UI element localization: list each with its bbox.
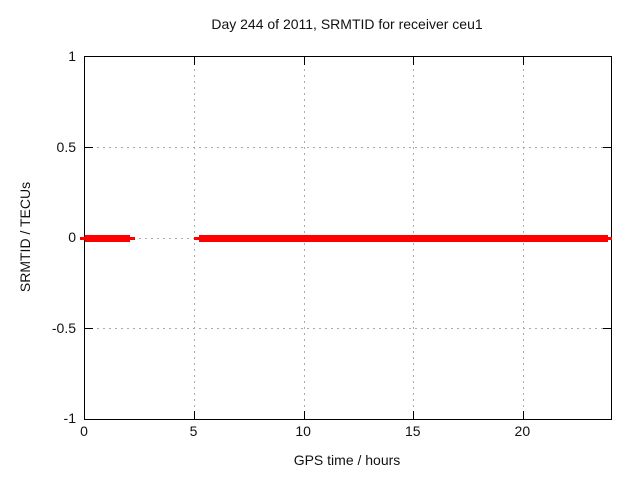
- y-tick-label: -1: [63, 410, 76, 426]
- series-endpoint-dash: [608, 236, 612, 240]
- x-axis-label: GPS time / hours: [293, 452, 401, 468]
- x-tick-label: 15: [404, 423, 421, 439]
- y-tick-label: 0.5: [56, 138, 76, 155]
- gridline-horizontal: [85, 147, 611, 148]
- series-endpoint-dash: [80, 236, 85, 240]
- x-tick-top: [522, 57, 524, 65]
- series-line-segment: [85, 234, 130, 242]
- chart-title: Day 244 of 2011, SRMTID for receiver ceu…: [211, 16, 483, 32]
- y-tick-left: [85, 147, 93, 148]
- x-tick-top: [303, 57, 305, 65]
- y-tick-right: [603, 328, 611, 329]
- y-tick-label: 1: [68, 48, 76, 64]
- x-tick-top: [413, 57, 415, 65]
- x-tick-bottom: [303, 411, 305, 419]
- series-endpoint-dash: [193, 236, 199, 240]
- x-tick-label: 10: [295, 423, 311, 439]
- x-tick-bottom: [194, 411, 196, 419]
- x-tick-top: [194, 57, 196, 65]
- x-tick-bottom: [413, 411, 415, 419]
- y-tick-right: [603, 147, 611, 148]
- x-tick-label: 5: [189, 423, 198, 439]
- x-tick-label: 0: [80, 423, 88, 439]
- x-tick-label: 20: [514, 423, 531, 439]
- series-line-segment: [198, 234, 609, 242]
- y-tick-left: [85, 328, 93, 329]
- plot-area: [80, 56, 612, 420]
- y-tick-label: -0.5: [51, 319, 76, 336]
- x-tick-bottom: [522, 411, 524, 419]
- gridline-horizontal: [85, 328, 611, 329]
- series-endpoint-dash: [129, 236, 135, 240]
- y-tick-label: 0: [68, 229, 76, 245]
